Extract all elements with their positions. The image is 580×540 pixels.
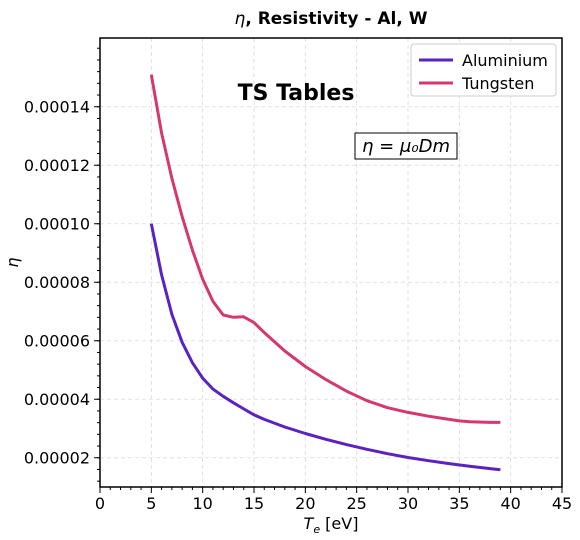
grid: [100, 38, 562, 487]
y-tick-label: 0.00006: [24, 332, 90, 351]
series-line-tungsten: [149, 74, 501, 424]
x-tick-label: 5: [146, 494, 156, 513]
series-group: [149, 74, 501, 472]
x-tick-label: 40: [500, 494, 520, 513]
x-tick-label: 25: [346, 494, 366, 513]
plot-area: [100, 38, 562, 487]
x-tick-label: 20: [295, 494, 315, 513]
ticks: 0 5 10 15 20 25 30 35 40 45 0.00002 0.00004 0.00006 0…: [24, 47, 572, 513]
y-tick-label: 0.00014: [24, 98, 90, 117]
y-tick-label: 0.00010: [24, 215, 90, 234]
y-tick-label: 0.00002: [24, 449, 90, 468]
series-line-aluminium: [149, 223, 501, 472]
x-tick-label: 35: [449, 494, 469, 513]
y-tick-label: 0.00012: [24, 156, 90, 175]
formula-box: η = μ₀Dm: [354, 132, 458, 160]
legend-label: Tungsten: [461, 74, 534, 93]
y-tick-label: 0.00008: [24, 273, 90, 292]
x-tick-label: 0: [95, 494, 105, 513]
x-tick-label: 45: [552, 494, 572, 513]
y-axis-label: η: [3, 257, 22, 267]
watermark-text: TS Tables: [238, 81, 355, 106]
x-axis-label: Te [eV]: [304, 514, 359, 536]
plot-frame: [99, 37, 563, 488]
legend: Aluminium Tungsten: [410, 43, 557, 97]
x-tick-label: 15: [244, 494, 264, 513]
legend-label: Aluminium: [462, 51, 548, 70]
chart-title: η, Resistivity - Al, W: [235, 9, 428, 29]
x-tick-label: 30: [398, 494, 418, 513]
y-tick-label: 0.00004: [24, 390, 90, 409]
x-tick-label: 10: [192, 494, 212, 513]
formula-text: η = μ₀Dm: [362, 136, 450, 157]
